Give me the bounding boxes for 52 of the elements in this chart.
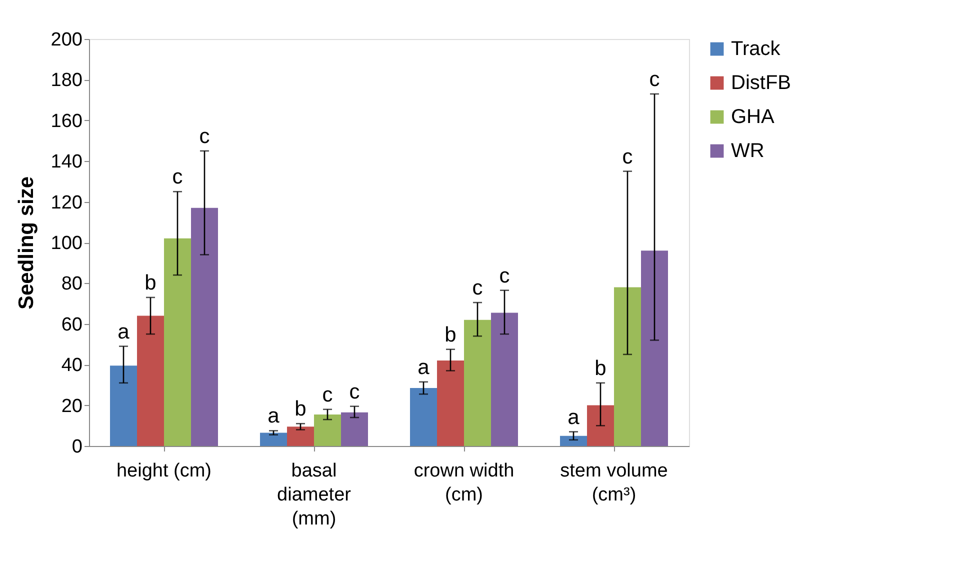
bar xyxy=(191,208,218,446)
bar xyxy=(410,388,437,446)
annotation: c xyxy=(172,166,183,189)
bar xyxy=(164,238,191,446)
annotation: b xyxy=(444,323,456,346)
bar xyxy=(587,405,614,446)
bar xyxy=(314,414,341,446)
annotation: a xyxy=(568,406,580,429)
y-tick-label: 80 xyxy=(61,274,82,295)
annotation: c xyxy=(499,264,510,288)
bar xyxy=(260,432,287,446)
annotation: b xyxy=(294,398,306,421)
y-tick-label: 0 xyxy=(72,436,82,458)
annotation: c xyxy=(622,145,633,168)
bar xyxy=(287,426,314,446)
x-tick-label: height (cm) xyxy=(116,460,212,482)
y-tick-label: 160 xyxy=(50,110,82,132)
y-tick-label: 60 xyxy=(61,314,82,336)
y-tick-label: 200 xyxy=(50,30,82,50)
annotation: c xyxy=(649,68,660,91)
bar xyxy=(464,320,491,446)
legend-label: GHA xyxy=(731,106,775,128)
y-tick-label: 40 xyxy=(61,355,82,376)
bar xyxy=(341,412,368,446)
annotation: a xyxy=(418,356,430,379)
y-tick-label: 20 xyxy=(61,396,82,417)
annotation: a xyxy=(268,404,280,428)
annotation: c xyxy=(199,124,210,148)
y-tick-label: 140 xyxy=(50,152,82,173)
bar xyxy=(560,436,587,446)
bar xyxy=(110,366,137,446)
annotation: c xyxy=(349,380,360,404)
annotation: b xyxy=(594,356,606,380)
annotation: b xyxy=(144,271,156,294)
y-tick-label: 100 xyxy=(50,233,82,254)
bar xyxy=(137,316,164,446)
bar xyxy=(491,312,518,446)
y-tick-label: 120 xyxy=(50,192,82,214)
legend-label: WR xyxy=(731,140,764,162)
x-tick-label: stem volume (cm³) xyxy=(560,460,668,506)
legend-label: Track xyxy=(731,38,782,60)
bar xyxy=(437,360,464,446)
annotation: c xyxy=(322,383,333,406)
bar xyxy=(614,287,641,446)
legend-label: DistFB xyxy=(731,72,791,94)
y-axis-title: Seedling size xyxy=(14,176,38,310)
bar xyxy=(641,250,668,446)
x-tick-label: basal diameter (mm) xyxy=(277,460,352,530)
x-tick-label: crown width (cm) xyxy=(414,460,514,506)
y-tick-label: 180 xyxy=(50,70,82,92)
annotation: a xyxy=(118,320,130,344)
annotation: c xyxy=(472,276,483,300)
